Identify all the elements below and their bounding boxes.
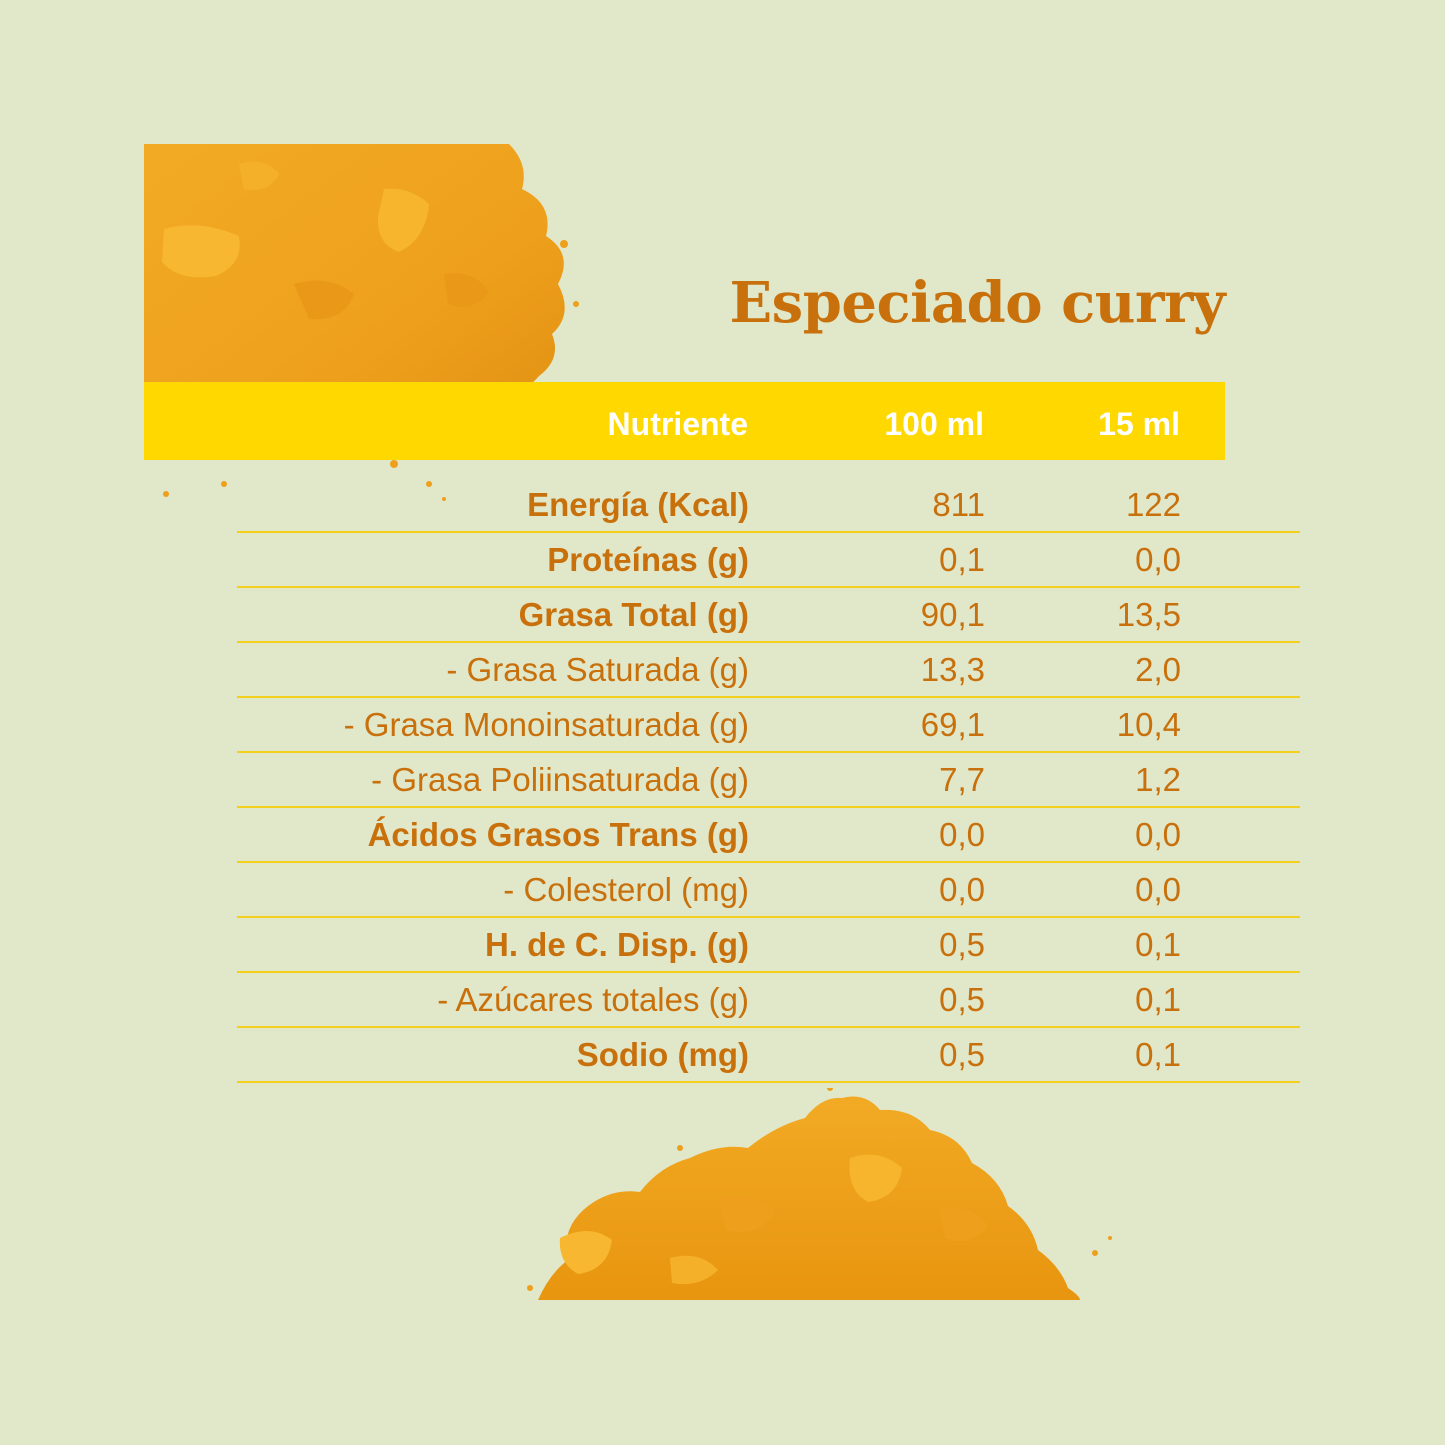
page-title: Especiado curry: [729, 270, 1225, 336]
row-value-100ml: 90,1: [920, 596, 985, 633]
table-row-grasa-saturada: - Grasa Saturada (g) 13,3 2,0: [237, 643, 1300, 698]
table-row-grasa-poliinsaturada: - Grasa Poliinsaturada (g) 7,7 1,2: [237, 753, 1300, 808]
row-value-100ml: 811: [932, 486, 985, 523]
table-row-sodio: Sodio (mg) 0,5 0,1: [237, 1028, 1300, 1083]
row-value-15ml: 122: [1125, 486, 1181, 523]
nutrition-table: Energía (Kcal) 811 122 Proteínas (g) 0,1…: [237, 478, 1300, 1083]
row-value-100ml: 0,5: [939, 1036, 985, 1073]
row-label: - Grasa Saturada (g): [446, 651, 749, 688]
row-value-15ml: 0,1: [1135, 981, 1181, 1018]
row-label: Sodio (mg): [576, 1036, 749, 1073]
row-label: Grasa Total (g): [518, 596, 749, 633]
row-label: Ácidos Grasos Trans (g): [367, 816, 749, 853]
curry-powder-image-bottom: [527, 1088, 1112, 1300]
row-label: - Grasa Monoinsaturada (g): [343, 706, 749, 743]
row-value-15ml: 0,1: [1135, 1036, 1181, 1073]
column-header-nutrient: Nutriente: [607, 406, 748, 442]
table-row-hidratos: H. de C. Disp. (g) 0,5 0,1: [237, 918, 1300, 973]
row-label: Energía (Kcal): [527, 486, 749, 523]
row-value-100ml: 0,0: [939, 816, 985, 853]
table-row-grasa-monoinsaturada: - Grasa Monoinsaturada (g) 69,1 10,4: [237, 698, 1300, 753]
row-value-15ml: 13,5: [1116, 596, 1181, 633]
row-value-15ml: 1,2: [1135, 761, 1181, 798]
table-row-energia: Energía (Kcal) 811 122: [237, 478, 1300, 533]
row-label: Proteínas (g): [547, 541, 749, 578]
row-label: - Azúcares totales (g): [437, 981, 749, 1018]
curry-powder-image-top: [144, 144, 579, 501]
column-header-15ml: 15 ml: [1098, 406, 1180, 442]
table-row-grasa-total: Grasa Total (g) 90,1 13,5: [237, 588, 1300, 643]
table-row-acidos-grasos-trans: Ácidos Grasos Trans (g) 0,0 0,0: [237, 808, 1300, 863]
row-value-100ml: 0,1: [939, 541, 985, 578]
row-label: - Colesterol (mg): [503, 871, 749, 908]
row-value-15ml: 0,1: [1135, 926, 1181, 963]
row-value-100ml: 69,1: [920, 706, 985, 743]
row-value-15ml: 2,0: [1135, 651, 1181, 688]
table-row-azucares: - Azúcares totales (g) 0,5 0,1: [237, 973, 1300, 1028]
row-value-15ml: 0,0: [1135, 541, 1181, 578]
table-row-proteinas: Proteínas (g) 0,1 0,0: [237, 533, 1300, 588]
table-row-colesterol: - Colesterol (mg) 0,0 0,0: [237, 863, 1300, 918]
row-value-100ml: 7,7: [939, 761, 985, 798]
row-value-100ml: 0,5: [939, 926, 985, 963]
row-value-15ml: 0,0: [1135, 871, 1181, 908]
row-label: - Grasa Poliinsaturada (g): [371, 761, 749, 798]
row-value-15ml: 10,4: [1116, 706, 1181, 743]
row-value-15ml: 0,0: [1135, 816, 1181, 853]
row-value-100ml: 13,3: [920, 651, 985, 688]
row-value-100ml: 0,5: [939, 981, 985, 1018]
column-header-100ml: 100 ml: [884, 406, 984, 442]
table-header-bar: [144, 382, 1225, 460]
row-label: H. de C. Disp. (g): [485, 926, 749, 963]
row-value-100ml: 0,0: [939, 871, 985, 908]
